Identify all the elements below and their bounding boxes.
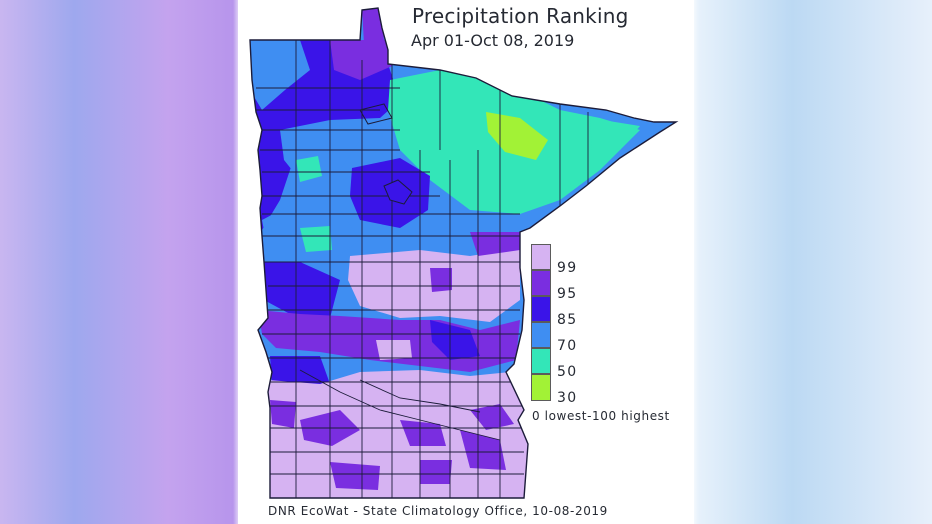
legend-label-30: 30 <box>557 390 578 406</box>
map-period: Apr 01-Oct 08, 2019 <box>411 31 575 50</box>
legend-label-70: 70 <box>557 338 578 354</box>
legend-label-95: 95 <box>557 286 578 302</box>
lake-mille-lacs <box>383 179 413 205</box>
legend-colorbar <box>531 244 551 401</box>
legend-swatch-70 <box>531 322 551 348</box>
legend-label-99: 99 <box>557 260 578 276</box>
legend-swatch-99 <box>531 244 551 270</box>
legend-scale-note: 0 lowest-100 highest <box>532 409 670 423</box>
legend-label-50: 50 <box>557 364 578 380</box>
source-credit: DNR EcoWat - State Climatology Office, 1… <box>268 504 608 518</box>
legend-swatch-50 <box>531 348 551 374</box>
legend-swatch-95 <box>531 270 551 296</box>
legend-swatch-85 <box>531 296 551 322</box>
lake-red-lake <box>359 103 393 125</box>
legend-label-85: 85 <box>557 312 578 328</box>
map-title: Precipitation Ranking <box>412 4 629 28</box>
legend-swatch-30 <box>531 374 551 401</box>
county-boundaries <box>256 40 589 498</box>
state-outline <box>249 7 679 499</box>
